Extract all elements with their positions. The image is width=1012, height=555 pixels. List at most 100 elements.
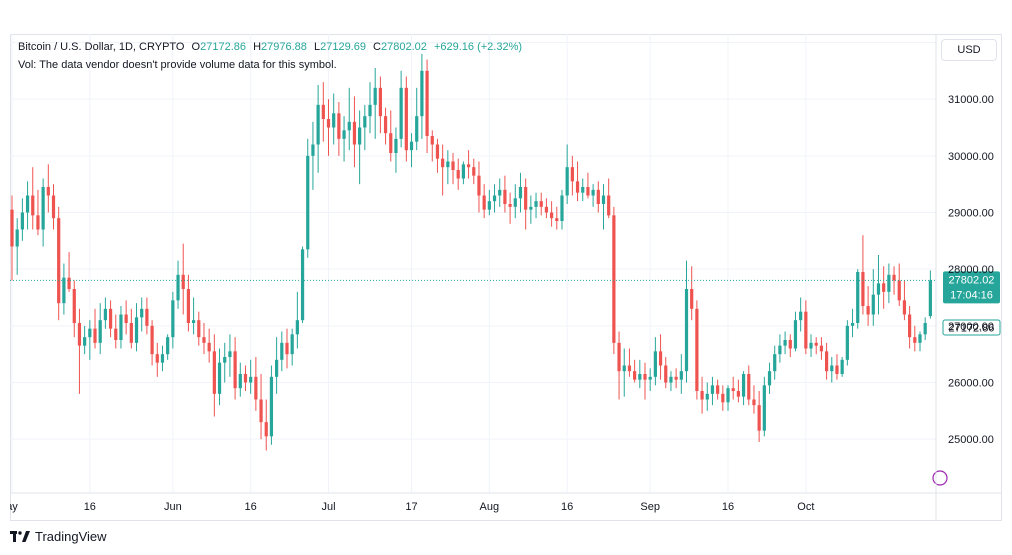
candle-down (57, 206, 61, 321)
candle-up (217, 348, 222, 406)
candle-up (518, 172, 523, 213)
candle-down (731, 376, 735, 400)
candle-down (866, 286, 870, 326)
candle-down (716, 379, 720, 400)
symbol-legend: Bitcoin / U.S. Dollar, 1D, CRYPTO O27172… (18, 41, 522, 53)
candle-down (254, 357, 258, 411)
candle-body (446, 161, 450, 168)
candle-down (285, 328, 289, 369)
candle-body (46, 187, 50, 196)
candle-up (103, 297, 108, 329)
candle-down (202, 323, 206, 355)
candle-down (233, 337, 237, 400)
candle-body (773, 354, 777, 372)
tradingview-logo-icon (10, 530, 30, 542)
candle-body (134, 317, 139, 343)
candle-body (72, 289, 76, 323)
tradingview-branding[interactable]: TradingView (10, 529, 107, 544)
candle-body (207, 342, 211, 352)
candle-up (767, 362, 772, 394)
time-axis[interactable]: ay 16 Jun 16 Jul 17 Aug 16 Sep 16 Oct (10, 492, 1002, 513)
candle-body (726, 388, 730, 403)
candle-up (710, 376, 715, 406)
currency-button[interactable]: USD (941, 39, 997, 61)
candle-body (835, 365, 839, 374)
candle-body (425, 70, 429, 136)
candle-body (88, 328, 92, 338)
candle-body (653, 351, 657, 377)
candle-down (804, 300, 808, 355)
candle-up (653, 337, 657, 386)
candle-down (243, 365, 248, 391)
candle-up (332, 93, 336, 145)
candle-body (524, 187, 528, 210)
candle-body (741, 374, 746, 397)
candle-body (254, 376, 258, 400)
candle-body (658, 351, 663, 366)
candle-up (461, 161, 466, 185)
candle-down (643, 362, 647, 400)
candle-body (326, 119, 331, 128)
candle-up (529, 195, 533, 224)
candle-down (389, 110, 393, 162)
candle-body (679, 371, 683, 380)
candle-up (601, 184, 606, 230)
candle-body (503, 189, 507, 204)
x-tick-label: Jul (321, 501, 335, 513)
candle-up (638, 359, 642, 389)
candle-down (337, 102, 341, 156)
candle-up (119, 306, 123, 349)
tradingview-label: TradingView (35, 529, 107, 544)
candle-body (404, 87, 408, 151)
y-tick-label: 29000.00 (948, 208, 994, 220)
candle-body (249, 376, 253, 383)
x-tick-label: 16 (722, 501, 734, 513)
candle-down (383, 107, 388, 145)
candle-body (98, 320, 102, 343)
candle-body (57, 218, 61, 304)
candle-body (762, 385, 766, 431)
candle-body (415, 116, 419, 142)
candle-up (830, 357, 834, 383)
candle-body (581, 187, 585, 193)
candle-body (788, 340, 792, 349)
candle-body (601, 195, 606, 204)
candle-up (363, 104, 367, 151)
candle-down (67, 252, 71, 292)
candlestick-chart[interactable]: 27802.02 17:04:16 27172.86 25000.00 26000.0… (10, 34, 1002, 521)
candle-body (373, 87, 377, 105)
candle-body (716, 385, 720, 394)
candle-body (565, 167, 569, 196)
candle-down (435, 138, 440, 173)
candle-down (378, 76, 382, 134)
candle-body (674, 376, 678, 380)
candle-up (228, 334, 232, 377)
candle-down (524, 178, 528, 230)
candle-down (752, 385, 756, 414)
candle-up (166, 334, 170, 360)
candle-up (140, 297, 144, 332)
candle-up (845, 320, 849, 366)
candle-body (378, 87, 382, 117)
candle-body (513, 198, 517, 207)
candle-body (347, 121, 351, 131)
candle-down (72, 280, 76, 338)
candle-body (549, 212, 554, 219)
candle-body (824, 351, 829, 372)
candle-body (492, 195, 497, 202)
candle-body (145, 308, 149, 326)
candle-down (902, 280, 907, 321)
candle-up (171, 291, 175, 349)
candle-up (876, 255, 881, 315)
y-tick-label: 28000.00 (948, 264, 994, 276)
countdown-label: 17:04:16 (950, 289, 993, 301)
candle-body (840, 359, 844, 374)
candle-up (679, 354, 683, 394)
candle-up (783, 331, 787, 355)
candle-body (171, 300, 175, 338)
candle-down (129, 308, 133, 349)
candle-body (311, 144, 315, 156)
candle-body (482, 195, 486, 210)
scroll-to-realtime-icon (932, 470, 948, 486)
candle-down (46, 164, 50, 213)
